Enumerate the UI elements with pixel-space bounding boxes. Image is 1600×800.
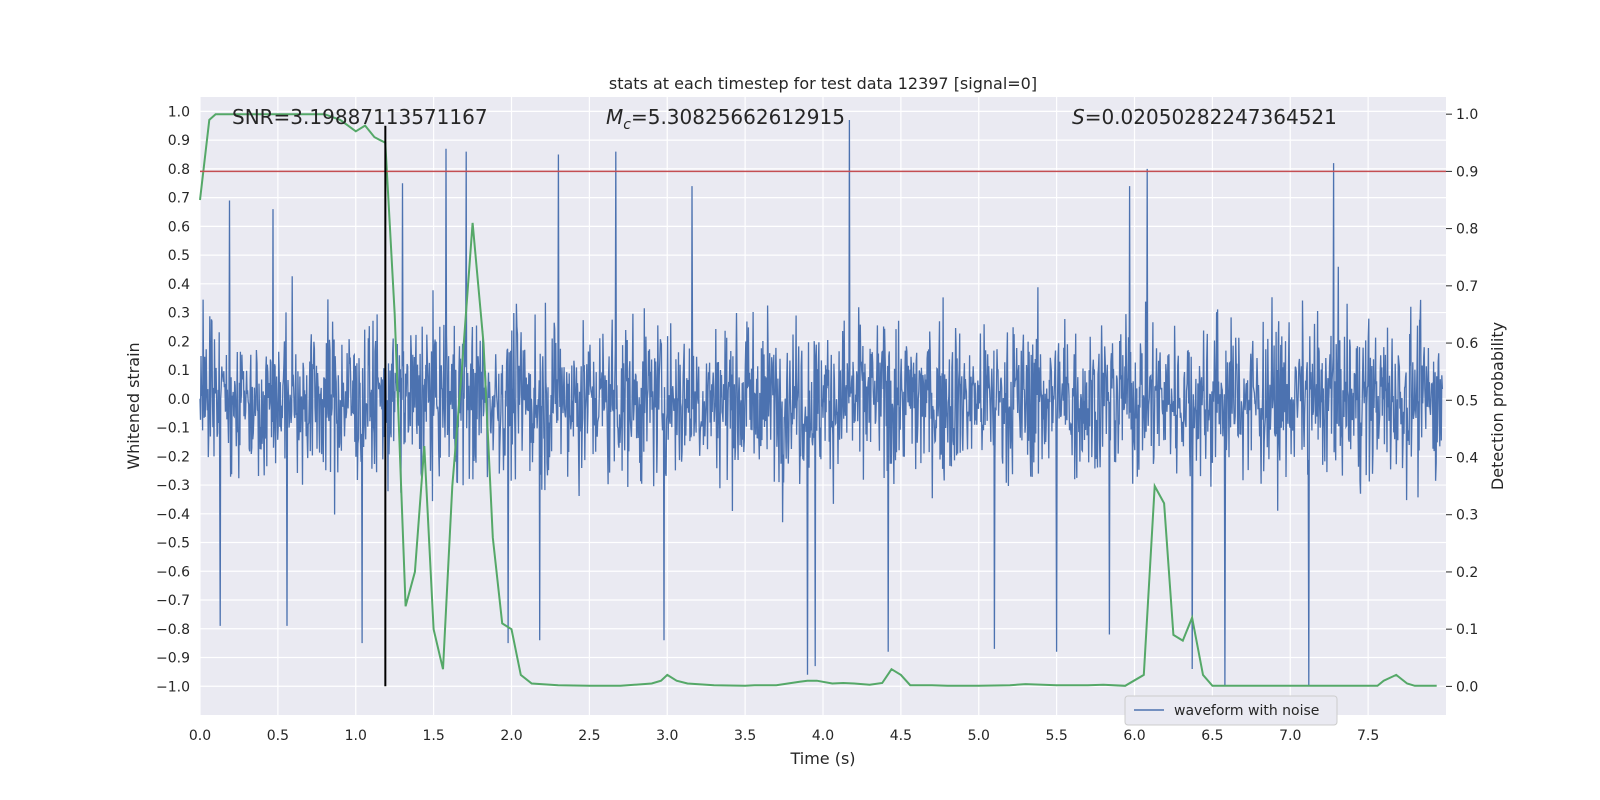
x-tick-label: 0.5 (267, 728, 289, 744)
x-tick-label: 3.5 (734, 728, 756, 744)
chirp-mass-subscript: c (623, 117, 631, 133)
y-right-axis-label: Detection probability (1488, 322, 1507, 490)
y-left-tick-label: −0.8 (156, 622, 190, 638)
y-right-tick-label: 0.9 (1456, 164, 1478, 180)
y-left-tick-label: −0.1 (156, 421, 190, 437)
legend-box (1124, 695, 1338, 726)
x-tick-label: 1.0 (345, 728, 367, 744)
y-right-tick-label: 1.0 (1456, 107, 1478, 123)
y-right-tick-label: 0.6 (1456, 336, 1478, 352)
y-left-tick-label: −0.2 (156, 449, 190, 465)
legend: waveform with noise (1124, 695, 1338, 726)
s-annotation: S=0.020502822473645​21 (1072, 105, 1337, 129)
x-axis-ticks: 0.0 0.5 1.0 1.5 2.0 2.5 3.0 3.5 4.0 4.5 5.0 5.5 6.0 6… (189, 728, 1379, 744)
y-right-tick-label: 0.8 (1456, 222, 1478, 238)
y-right-tick-label: 0.4 (1456, 451, 1478, 467)
y-right-tick-label: 0.2 (1456, 565, 1478, 581)
y-left-tick-label: 0.8 (168, 162, 190, 178)
x-tick-label: 2.5 (578, 728, 600, 744)
x-tick-label: 7.0 (1279, 728, 1301, 744)
chirp-mass-value: =5.30825662612915 (631, 105, 845, 129)
x-tick-label: 5.5 (1045, 728, 1067, 744)
x-tick-label: 0.0 (189, 728, 211, 744)
y-right-axis-ticks: 1.0 0.9 0.8 0.7 0.6 0.5 0.4 0.3 0.2 0.1 0.0 (1446, 107, 1478, 695)
y-left-tick-label: 0.4 (168, 277, 190, 293)
y-left-tick-label: −0.9 (156, 651, 190, 667)
y-right-tick-label: 0.0 (1456, 679, 1478, 695)
y-left-tick-label: −0.7 (156, 593, 190, 609)
y-left-axis-ticks: 1.0 0.9 0.8 0.7 0.6 0.5 0.4 0.3 0.2 0.1 0.0 −0.1 −0.… (156, 104, 190, 695)
y-right-tick-label: 0.3 (1456, 508, 1478, 524)
y-left-tick-label: −0.5 (156, 536, 190, 552)
s-value: =0.020502822473645​21 (1085, 105, 1337, 129)
x-tick-label: 6.5 (1201, 728, 1223, 744)
x-tick-label: 2.0 (500, 728, 522, 744)
y-left-tick-label: 0.0 (168, 392, 190, 408)
waveform-series (199, 119, 1444, 687)
x-axis-label: Time (s) (789, 749, 855, 768)
y-right-tick-label: 0.5 (1456, 393, 1478, 409)
probability-series (199, 113, 1437, 687)
x-tick-label: 7.5 (1357, 728, 1379, 744)
y-left-axis-label: Whitened strain (124, 342, 143, 469)
chirp-mass-annotation: Mc=5.30825662612915 (606, 105, 845, 133)
y-left-tick-label: 1.0 (168, 104, 190, 120)
y-left-tick-label: 0.1 (168, 363, 190, 379)
waveform-line (199, 119, 1444, 687)
chart-title: stats at each timestep for test data 123… (609, 74, 1037, 93)
x-tick-label: 5.0 (968, 728, 990, 744)
snr-annotation: SNR=3.19887113571167 (232, 105, 488, 129)
probability-line (199, 113, 1437, 687)
y-left-tick-label: −0.6 (156, 564, 190, 580)
y-left-tick-label: 0.7 (168, 191, 190, 207)
y-left-tick-label: 0.9 (168, 133, 190, 149)
s-symbol: S (1072, 105, 1085, 129)
x-tick-label: 3.0 (656, 728, 678, 744)
legend-waveform-label: waveform with noise (1174, 703, 1319, 719)
chirp-mass-symbol: M (606, 105, 623, 129)
y-left-tick-label: −1.0 (156, 679, 190, 695)
x-tick-label: 4.5 (890, 728, 912, 744)
y-left-tick-label: 0.3 (168, 306, 190, 322)
y-left-tick-label: −0.4 (156, 507, 190, 523)
marker-lines (200, 125, 1446, 687)
y-left-tick-label: −0.3 (156, 478, 190, 494)
x-tick-label: 6.0 (1123, 728, 1145, 744)
y-left-tick-label: 0.6 (168, 219, 190, 235)
x-tick-label: 4.0 (812, 728, 834, 744)
y-right-tick-label: 0.7 (1456, 279, 1478, 295)
y-right-tick-label: 0.1 (1456, 622, 1478, 638)
x-tick-label: 1.5 (422, 728, 444, 744)
y-left-tick-label: 0.5 (168, 248, 190, 264)
y-left-tick-label: 0.2 (168, 334, 190, 350)
